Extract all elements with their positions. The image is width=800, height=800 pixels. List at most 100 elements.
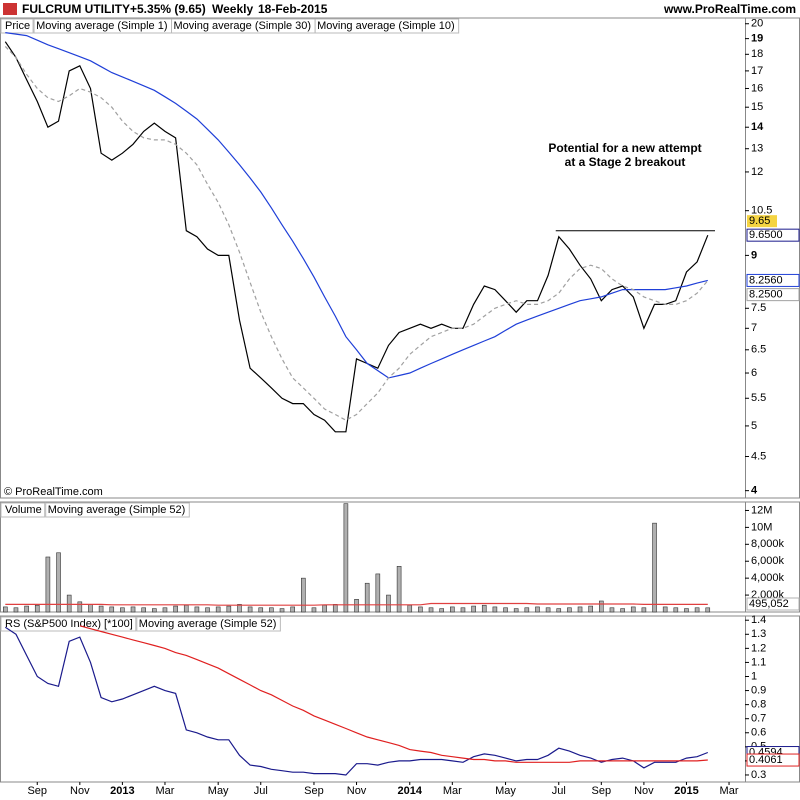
bar: [705, 607, 711, 613]
bar: [215, 606, 221, 613]
bar: [386, 594, 391, 613]
bar: [652, 522, 657, 613]
value-label: 8.2500: [749, 289, 783, 301]
y-tick-label: 20: [751, 18, 763, 30]
bar: [194, 606, 200, 613]
bar: [407, 604, 413, 613]
bar: [56, 552, 61, 613]
value-label-box: [746, 228, 800, 242]
y-tick-label: 7: [751, 322, 757, 334]
value-label: 9.6500: [749, 229, 783, 241]
value-label-box: [746, 273, 800, 287]
series-line: [4, 45, 709, 421]
bar: [673, 607, 679, 613]
y-tick-label: 1.2: [751, 642, 766, 654]
chart-title: FULCRUM UTILITY: [22, 2, 130, 16]
y-tick-label: 8,000k: [751, 538, 785, 550]
value-label: 8.2560: [749, 274, 783, 286]
bar: [269, 607, 274, 613]
bar: [354, 599, 359, 613]
panel-label: Price: [5, 20, 30, 32]
bar: [311, 607, 317, 613]
bar: [205, 607, 210, 613]
bar: [24, 605, 29, 613]
date: 18-Feb-2015: [258, 2, 328, 16]
legend-box: [314, 18, 460, 34]
bar: [173, 605, 178, 613]
bar: [120, 607, 125, 613]
y-tick-label: 5.5: [751, 392, 766, 404]
bar: [247, 606, 253, 613]
y-tick-label: 4: [751, 485, 758, 497]
x-tick-label: 2014: [398, 785, 423, 797]
bar: [34, 604, 40, 613]
y-tick-label: 4.5: [751, 450, 766, 462]
y-tick-label: 7.5: [751, 302, 766, 314]
bar: [3, 606, 8, 613]
legend-entry: Moving average (Simple 52): [139, 618, 277, 630]
y-tick-label: 17: [751, 65, 763, 77]
bar: [428, 607, 434, 613]
series-line: [4, 626, 709, 776]
x-tick-label: Jul: [254, 785, 268, 797]
y-tick-label: 10M: [751, 521, 772, 533]
y-tick-label: 13: [751, 143, 763, 155]
bar: [45, 556, 51, 613]
value-label-box: [746, 753, 800, 767]
bar: [492, 606, 498, 613]
legend-entry: Moving average (Simple 30): [174, 20, 312, 32]
y-tick-label: 14: [751, 121, 764, 133]
legend-entry: Moving average (Simple 52): [48, 504, 186, 516]
x-tick-label: May: [208, 785, 229, 797]
y-tick-label: 12: [751, 166, 763, 178]
period: Weekly: [212, 2, 253, 16]
y-tick-label: 19: [751, 33, 763, 45]
y-tick-label: 6: [751, 367, 757, 379]
x-tick-label: Sep: [592, 785, 612, 797]
bar: [535, 606, 540, 613]
y-tick-label: 16: [751, 82, 763, 94]
x-tick-label: 2015: [674, 785, 698, 797]
x-tick-label: Mar: [443, 785, 462, 797]
y-tick-label: 0.8: [751, 699, 766, 711]
bar: [152, 608, 157, 613]
bar: [375, 573, 381, 613]
bar: [641, 607, 647, 613]
x-tick-label: Nov: [70, 785, 90, 797]
y-tick-label: 1.1: [751, 656, 766, 668]
x-tick-label: May: [495, 785, 516, 797]
bar: [556, 608, 562, 613]
legend-box: [0, 616, 137, 632]
y-tick-label: 6,000k: [751, 555, 785, 567]
y-tick-label: 15: [751, 101, 763, 113]
x-tick-label: Jul: [552, 785, 566, 797]
change: +5.35% (9.65): [130, 2, 206, 16]
x-tick-label: Sep: [27, 785, 47, 797]
bar: [609, 607, 615, 613]
bar: [364, 582, 370, 613]
bar: [513, 608, 519, 613]
bar: [343, 503, 349, 613]
bar: [130, 606, 136, 613]
bar: [301, 577, 306, 613]
y-tick-label: 5: [751, 420, 757, 432]
y-tick-label: 0.9: [751, 684, 766, 696]
bar: [77, 601, 83, 613]
bar: [322, 604, 327, 613]
x-tick-label: Mar: [720, 785, 739, 797]
x-tick-label: Nov: [347, 785, 367, 797]
bar: [183, 604, 189, 613]
bar: [481, 604, 487, 613]
bar: [630, 606, 636, 613]
bar: [332, 604, 338, 613]
source: www.ProRealTime.com: [663, 2, 796, 16]
logo: [3, 3, 17, 15]
x-tick-label: Sep: [304, 785, 324, 797]
bar: [460, 607, 466, 613]
y-tick-label: 9: [751, 249, 757, 261]
series-line: [5, 32, 708, 379]
y-tick-label: 4,000k: [751, 572, 785, 584]
bar: [109, 606, 115, 613]
bar: [620, 608, 625, 613]
